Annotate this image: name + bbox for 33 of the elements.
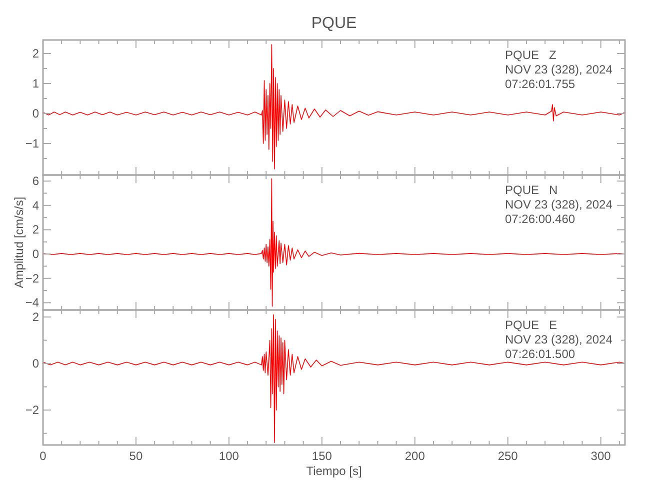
annotation: NOV 23 (328), 2024: [505, 332, 613, 346]
x-tick-label: 100: [218, 449, 240, 463]
y-tick-label: −2: [25, 403, 40, 418]
x-axis-title: Tiempo [s]: [306, 464, 362, 478]
annotation: 07:26:01.500: [505, 347, 576, 361]
annotation: NOV 23 (328), 2024: [505, 198, 613, 212]
annotation: PQUE N: [505, 183, 558, 197]
x-tick-label: 50: [129, 449, 143, 463]
x-tick-label: 250: [498, 449, 518, 463]
x-tick-label: 300: [590, 449, 612, 463]
y-tick-label: 4: [32, 198, 40, 212]
y-tick-label: 0: [32, 247, 40, 262]
y-tick-label: −2: [25, 271, 40, 286]
y-tick-label: 0: [32, 106, 40, 120]
annotation: PQUE Z: [505, 48, 556, 62]
y-tick-label: 2: [32, 46, 40, 60]
y-tick-label: −4: [25, 296, 40, 310]
annotation: PQUE E: [505, 318, 558, 332]
y-tick-label: 2: [32, 222, 40, 237]
y-tick-label: 2: [32, 310, 40, 324]
y-axis-title: Amplitud [cm/s/s]: [12, 196, 26, 288]
line-series: [43, 44, 625, 170]
annotation: 07:26:00.460: [505, 212, 576, 226]
y-tick-label: −1: [25, 136, 40, 150]
y-tick-label: 1: [32, 76, 40, 90]
line-series: [43, 314, 625, 444]
y-tick-label: 6: [32, 174, 40, 188]
annotation: 07:26:01.755: [505, 77, 576, 91]
x-tick-label: 200: [404, 449, 426, 463]
x-tick-label: 150: [312, 449, 332, 463]
chart-title: PQUE: [311, 15, 357, 32]
annotation: NOV 23 (328), 2024: [505, 62, 613, 76]
y-tick-label: 0: [32, 356, 40, 371]
